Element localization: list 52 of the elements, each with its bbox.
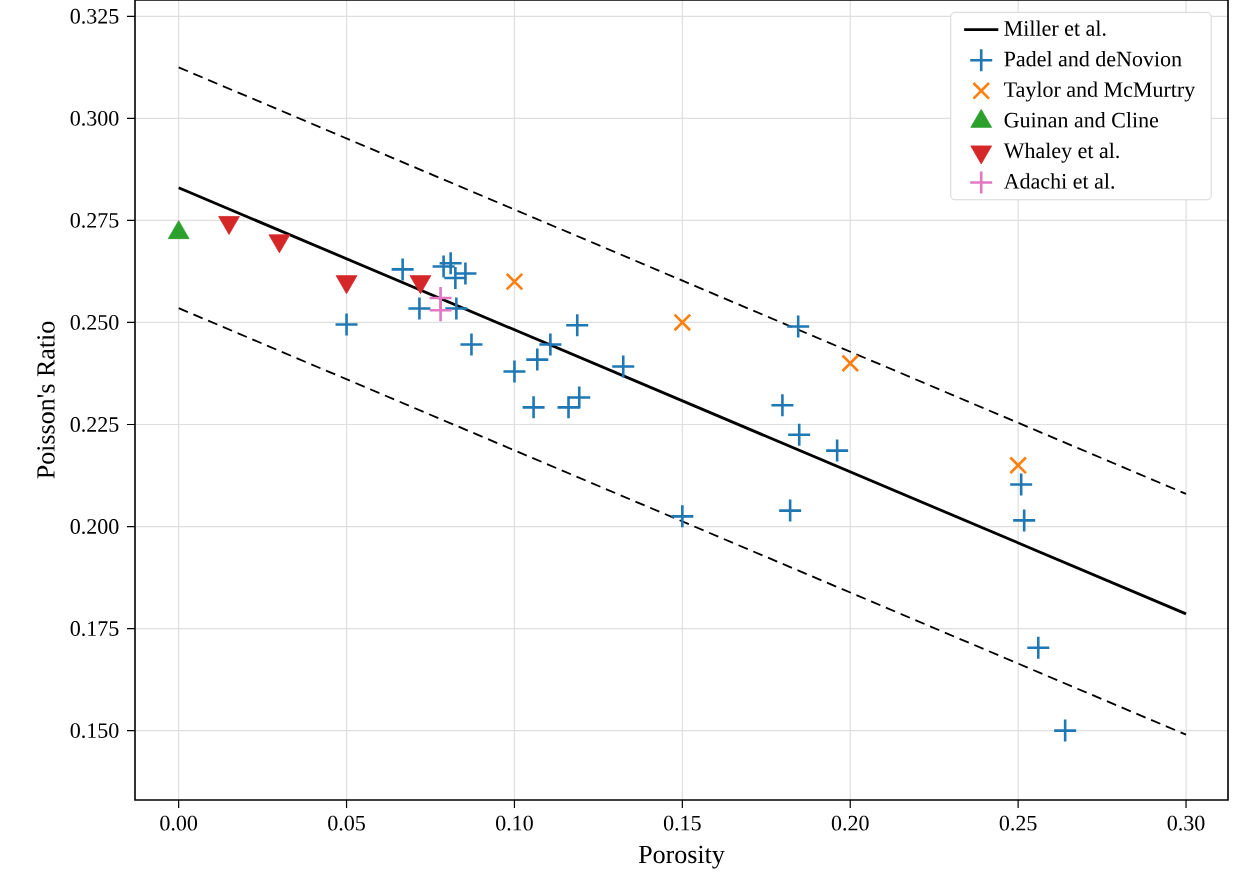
- x-axis-title: Porosity: [638, 845, 725, 869]
- point: [391, 258, 414, 281]
- legend-label: Taylor and McMurtry: [1004, 81, 1196, 102]
- point: [787, 315, 810, 338]
- point: [445, 297, 468, 320]
- legend-label: Padel and deNovion: [1004, 50, 1182, 67]
- point: [335, 313, 358, 336]
- point: [771, 394, 794, 417]
- point: [503, 360, 526, 383]
- y-tick-label: 0.275: [70, 212, 119, 228]
- point: [1010, 473, 1033, 496]
- point: [1054, 719, 1077, 742]
- point: [841, 354, 860, 373]
- y-tick-label: 0.300: [70, 110, 119, 126]
- point: [522, 396, 545, 419]
- y-tick-label: 0.175: [70, 621, 119, 637]
- point: [1009, 456, 1028, 475]
- point: [673, 313, 692, 332]
- x-tick-label: 0.10: [496, 815, 533, 831]
- point: [568, 386, 591, 409]
- legend-label: Whaley et al.: [1003, 142, 1119, 163]
- x-tick-label: 0.25: [999, 815, 1037, 831]
- point: [539, 333, 562, 356]
- point: [505, 272, 524, 291]
- point: [1013, 509, 1036, 532]
- y-tick-label: 0.225: [70, 417, 119, 432]
- point: [671, 505, 694, 528]
- x-tick-label: 0.00: [160, 815, 198, 831]
- point: [460, 333, 483, 356]
- y-tick-label: 0.250: [70, 314, 119, 330]
- point: [439, 252, 462, 275]
- y-tick-label: 0.150: [70, 723, 119, 739]
- legend-label: Guinan and Cline: [1004, 112, 1159, 128]
- point: [429, 299, 452, 322]
- y-tick-label: 0.200: [70, 519, 119, 534]
- y-tick-label: 0.325: [70, 8, 119, 24]
- point: [779, 499, 802, 522]
- x-tick-label: 0.30: [1167, 815, 1205, 831]
- point: [408, 297, 431, 320]
- legend-label: Miller et al.: [1004, 20, 1106, 36]
- x-tick-label: 0.20: [831, 815, 869, 831]
- legend-label: Adachi et al.: [1003, 173, 1115, 189]
- point: [826, 439, 849, 462]
- x-tick-label: 0.05: [328, 815, 365, 831]
- point: [454, 262, 477, 285]
- point: [526, 348, 549, 371]
- point: [788, 423, 811, 446]
- point: [1027, 636, 1050, 659]
- point: [566, 314, 589, 337]
- y-axis-title: Poisson's Ratio: [37, 321, 55, 479]
- x-tick-label: 0.15: [663, 815, 701, 831]
- point: [612, 355, 635, 378]
